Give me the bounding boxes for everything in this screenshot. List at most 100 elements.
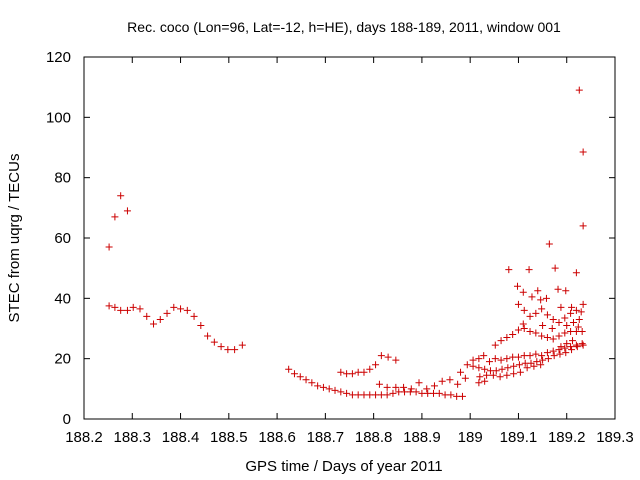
x-tick-label: 189.1	[500, 429, 538, 446]
data-point	[539, 356, 547, 364]
x-tick-label: 188.3	[113, 429, 151, 446]
data-point	[498, 365, 506, 373]
data-point	[492, 367, 500, 375]
data-point	[400, 383, 408, 391]
data-point	[549, 347, 557, 355]
data-point	[105, 302, 113, 310]
data-point	[337, 368, 345, 376]
data-point	[129, 303, 137, 311]
data-point	[567, 309, 575, 317]
data-point	[224, 346, 232, 354]
data-point	[562, 287, 570, 295]
data-point	[423, 385, 431, 393]
data-point	[392, 383, 400, 391]
data-point	[491, 341, 499, 349]
data-point	[514, 326, 522, 334]
data-point	[567, 343, 575, 351]
data-point	[319, 383, 327, 391]
data-point	[475, 355, 483, 363]
data-point	[143, 312, 151, 320]
data-point	[389, 389, 397, 397]
data-point	[514, 353, 522, 361]
data-point	[503, 371, 511, 379]
data-point	[528, 293, 536, 301]
data-point	[532, 329, 540, 337]
data-point	[491, 355, 499, 363]
data-point	[111, 303, 119, 311]
data-point	[150, 320, 158, 328]
data-point	[538, 305, 546, 313]
data-point	[574, 323, 582, 331]
data-point	[578, 328, 586, 336]
data-point	[447, 391, 455, 399]
data-point	[372, 361, 380, 369]
data-point	[544, 355, 552, 363]
data-point	[497, 337, 505, 345]
data-point	[360, 368, 368, 376]
data-point	[519, 320, 527, 328]
data-point	[296, 373, 304, 381]
data-point	[520, 325, 528, 332]
data-point	[579, 341, 587, 349]
data-point	[469, 356, 477, 364]
data-point	[190, 312, 198, 320]
data-point	[533, 358, 541, 366]
data-point	[475, 379, 483, 387]
x-tick-label: 188.8	[355, 429, 393, 446]
data-point	[481, 365, 489, 373]
data-point	[509, 331, 517, 339]
data-point	[308, 379, 316, 387]
data-point	[430, 382, 438, 390]
data-point	[412, 388, 420, 396]
y-tick-label: 100	[46, 109, 71, 126]
data-point	[183, 306, 191, 314]
data-point	[476, 373, 484, 381]
data-point	[575, 86, 583, 94]
data-point	[538, 352, 546, 360]
data-point	[285, 365, 293, 373]
data-point	[510, 370, 518, 378]
data-point	[458, 392, 466, 400]
data-point	[515, 361, 523, 369]
data-point	[537, 296, 545, 304]
data-point	[457, 368, 465, 376]
data-point	[579, 222, 587, 230]
data-point	[510, 362, 518, 370]
data-point	[555, 332, 563, 340]
y-tick-label: 80	[54, 170, 71, 187]
data-point	[572, 341, 580, 349]
data-point	[197, 321, 205, 329]
data-point	[532, 309, 540, 317]
axis-ticks	[83, 56, 616, 420]
x-tick-label: 188.2	[65, 429, 103, 446]
data-point	[314, 382, 322, 390]
data-point	[526, 352, 534, 360]
data-point	[415, 379, 423, 387]
data-point	[557, 343, 565, 351]
data-point	[561, 344, 569, 352]
x-tick-label: 188.7	[307, 429, 345, 446]
data-point	[496, 373, 504, 381]
data-points	[105, 86, 587, 400]
data-point	[238, 341, 246, 349]
data-point	[505, 266, 513, 274]
data-point	[497, 356, 505, 364]
data-point	[475, 364, 483, 372]
data-point	[538, 332, 546, 340]
data-point	[105, 243, 113, 251]
data-point	[438, 377, 446, 385]
data-point	[480, 352, 488, 360]
data-point	[526, 312, 534, 320]
data-point	[556, 350, 564, 358]
data-point	[548, 325, 556, 332]
y-axis-title: STEC from uqrg / TECUs	[6, 154, 23, 323]
data-point	[549, 335, 557, 343]
data-point	[573, 343, 581, 351]
data-point	[575, 315, 583, 323]
data-point	[111, 213, 119, 221]
data-point	[557, 303, 565, 311]
data-point	[561, 329, 569, 337]
data-point	[210, 338, 218, 346]
data-point	[519, 288, 527, 296]
